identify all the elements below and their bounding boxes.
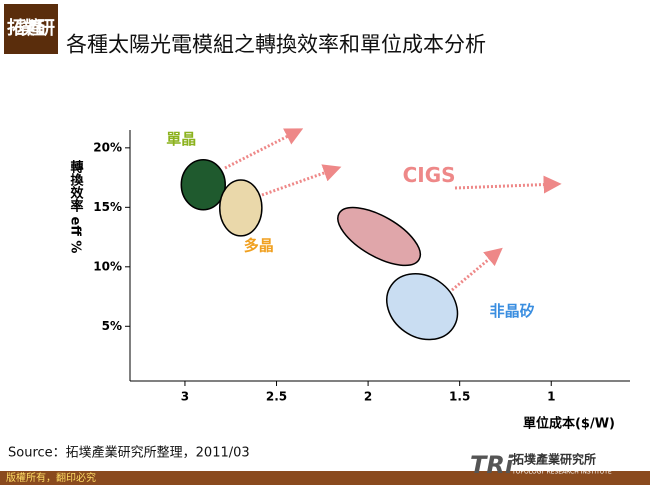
y-tick-label: 10% xyxy=(93,259,122,273)
slide-title: 各種太陽光電模組之轉換效率和單位成本分析 xyxy=(66,33,486,57)
x-tick-label: 1.5 xyxy=(449,390,470,404)
series-label: 多晶 xyxy=(244,236,274,254)
region xyxy=(180,158,226,211)
x-tick-label: 1 xyxy=(547,390,555,404)
y-tick-label: 5% xyxy=(102,319,122,333)
y-axis-label: 轉換效率 eff % xyxy=(68,159,84,253)
x-tick-label: 2.5 xyxy=(266,390,287,404)
brand-mark: TRi xyxy=(470,451,514,479)
series-label: CIGS xyxy=(403,163,456,187)
source: Source：拓墣產業研究所整理，2011/03 xyxy=(8,445,250,461)
brand-name: 拓墣產業研究所 xyxy=(512,452,596,467)
region xyxy=(218,179,263,237)
brand-sub: TOPOLOGY RESEARCH INSTITUTE xyxy=(511,469,612,476)
region xyxy=(386,273,459,341)
region xyxy=(337,206,422,267)
logo: 拓墣產研 xyxy=(7,17,55,39)
series-label: 非晶矽 xyxy=(490,302,535,320)
y-tick-label: 20% xyxy=(93,140,122,154)
copyright: 版權所有，翻印必究 xyxy=(6,471,96,484)
x-tick-label: 3 xyxy=(181,390,189,404)
x-tick-label: 2 xyxy=(364,390,372,404)
arrows xyxy=(224,128,562,292)
series-label: 單晶 xyxy=(166,130,196,148)
y-tick-label: 15% xyxy=(93,200,122,214)
x-axis-label: 單位成本($/W) xyxy=(523,416,615,432)
footer-bar xyxy=(0,471,650,485)
logo-box xyxy=(4,4,58,54)
